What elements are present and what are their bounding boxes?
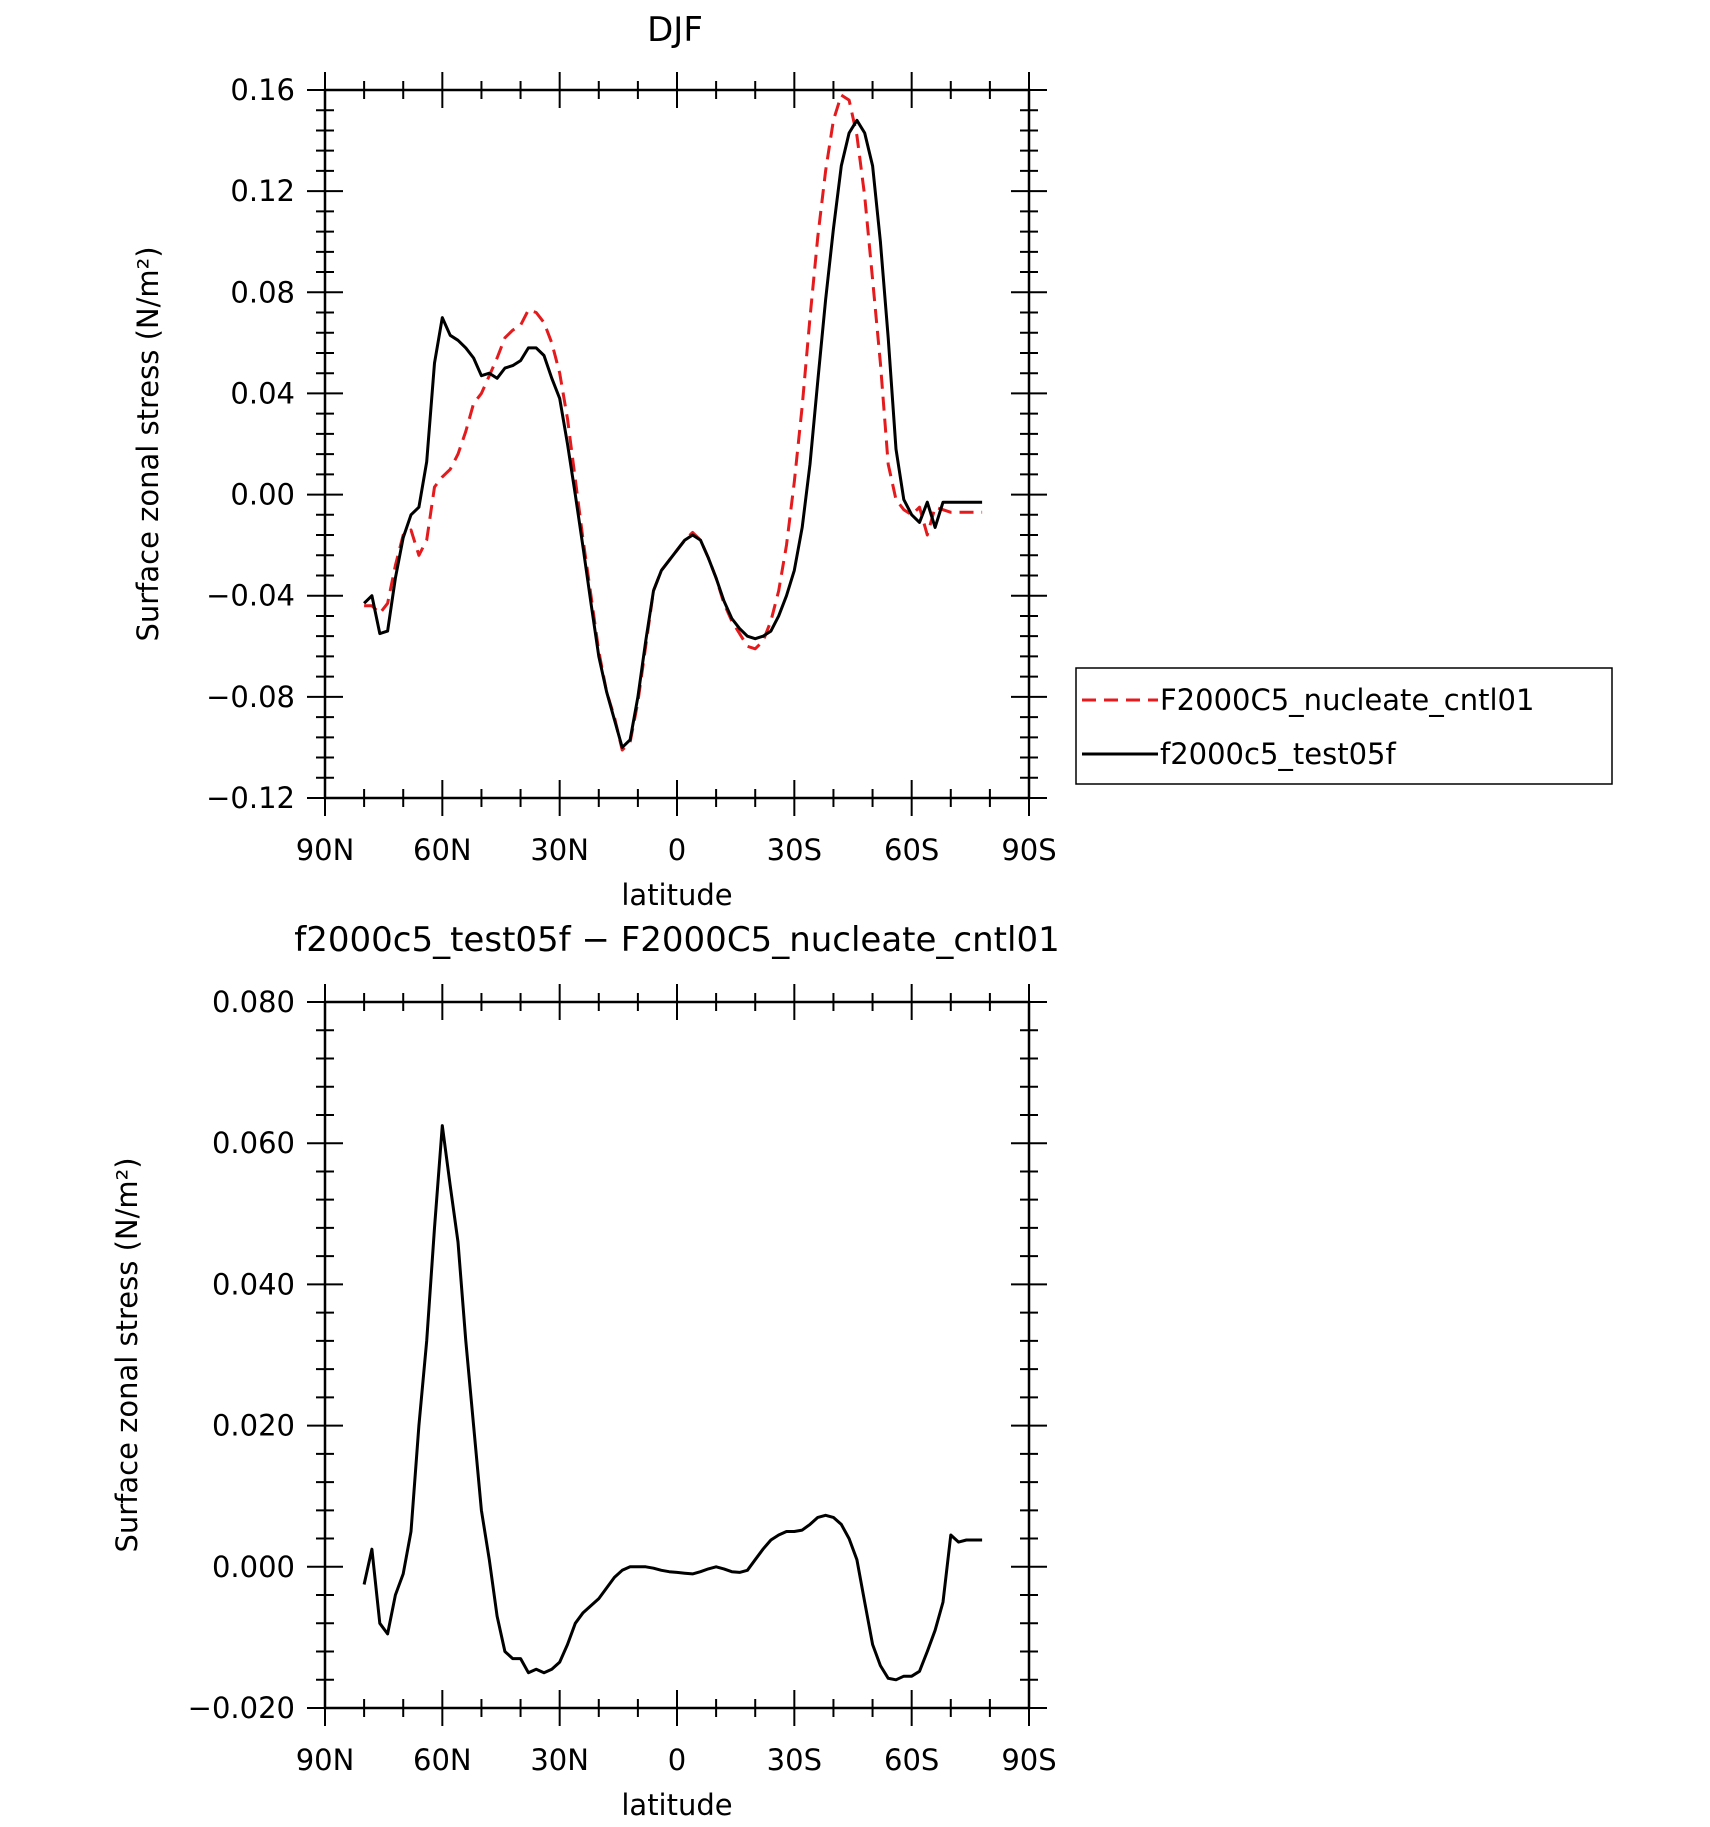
- y-ticks: [307, 89, 1047, 799]
- series-lines: [362, 1124, 983, 1682]
- panel-difference: f2000c5_test05f − F2000C5_nucleate_cntl0…: [110, 920, 1060, 1822]
- x-tick-labels: 90N 60N 30N 0 30S 60S 90S: [296, 833, 1057, 867]
- x-tick-label: 30N: [530, 833, 589, 867]
- y-tick-label: 0.000: [212, 1550, 295, 1584]
- x-tick-labels: 90N 60N 30N 0 30S 60S 90S: [296, 1743, 1057, 1777]
- x-tick-label: 60S: [884, 1743, 939, 1777]
- series-lines: [363, 93, 983, 752]
- x-tick-label: 30N: [530, 1743, 589, 1777]
- chart-title: DJF: [647, 10, 703, 50]
- x-tick-label: 0: [668, 1743, 686, 1777]
- x-tick-label: 90N: [296, 833, 355, 867]
- y-tick-label: −0.08: [206, 680, 295, 714]
- x-ticks: [324, 72, 1030, 816]
- plot-frame: [323, 1000, 1031, 1710]
- series-line-difference: [362, 1124, 983, 1682]
- panel-djf: DJF −0.12−0.08−0.040.000.040.080.120.16 …: [131, 10, 1613, 912]
- y-ticks: [307, 1001, 1047, 1709]
- y-tick-label: 0.060: [212, 1126, 295, 1160]
- x-tick-label: 0: [668, 833, 686, 867]
- x-tick-label: 60S: [884, 833, 939, 867]
- x-tick-label: 30S: [767, 1743, 822, 1777]
- y-tick-label: −0.04: [206, 579, 295, 613]
- y-tick-label: 0.040: [212, 1267, 295, 1301]
- plot-frame: [323, 88, 1031, 800]
- y-axis-title: Surface zonal stress (N/m²): [110, 1157, 144, 1552]
- x-tick-label: 60N: [413, 1743, 472, 1777]
- x-axis-title: latitude: [621, 1788, 732, 1822]
- legend-label-test05f: f2000c5_test05f: [1160, 737, 1397, 771]
- x-tick-label: 90N: [296, 1743, 355, 1777]
- x-axis-title: latitude: [621, 878, 732, 912]
- y-tick-label: 0.080: [212, 985, 295, 1019]
- y-tick-label: −0.020: [188, 1691, 295, 1725]
- y-tick-label: 0.08: [230, 275, 295, 309]
- y-tick-labels: −0.12 −0.08 −0.04 0.00 0.04 0.08 0.12 0.16: [206, 73, 295, 815]
- legend-label-cntl01: F2000C5_nucleate_cntl01: [1160, 683, 1534, 717]
- x-tick-label: 60N: [413, 833, 472, 867]
- chart-title: f2000c5_test05f − F2000C5_nucleate_cntl0…: [294, 920, 1059, 960]
- x-ticks: [324, 984, 1030, 1726]
- y-tick-label: 0.04: [230, 376, 295, 410]
- x-tick-label: 90S: [1001, 1743, 1056, 1777]
- series-line-f2000c5-nucleate-cntl01: [364, 93, 983, 752]
- y-axis-title: Surface zonal stress (N/m²): [131, 246, 165, 641]
- legend: F2000C5_nucleate_cntl01 f2000c5_test05f: [1075, 667, 1613, 785]
- y-tick-label: −0.12: [206, 781, 295, 815]
- y-tick-label: 0.12: [230, 174, 295, 208]
- series-line-f2000c5-test05f: [363, 118, 983, 749]
- y-tick-label: 0.00: [230, 478, 295, 512]
- y-tick-labels: −0.020 0.000 0.020 0.040 0.060 0.080: [188, 985, 295, 1725]
- legend-box: [1075, 667, 1613, 785]
- x-tick-label: 90S: [1001, 833, 1056, 867]
- x-tick-label: 30S: [767, 833, 822, 867]
- y-tick-label: 0.16: [230, 73, 295, 107]
- y-tick-label: 0.020: [212, 1409, 295, 1443]
